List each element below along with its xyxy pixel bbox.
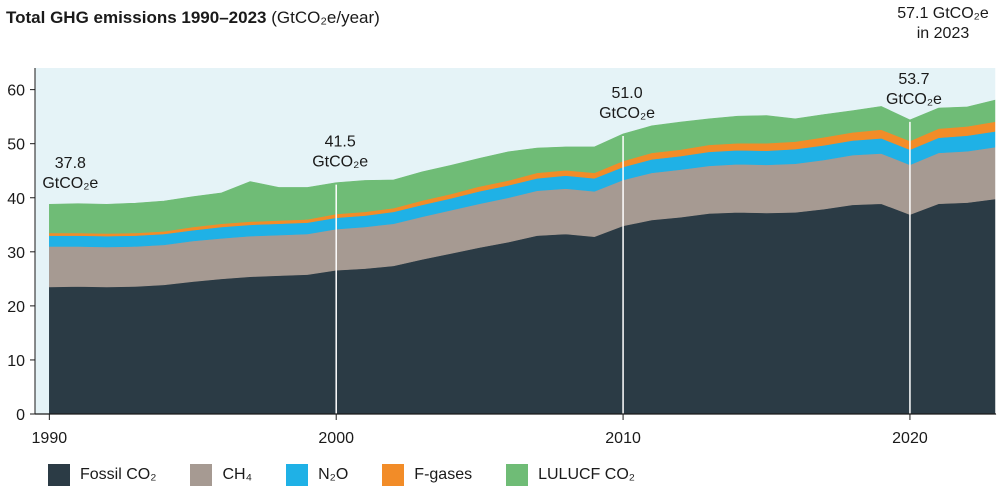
- annotation-unit: GtCO₂e: [886, 91, 942, 108]
- legend-swatch: [190, 464, 213, 486]
- annotation-value: 53.7: [898, 71, 929, 88]
- annotation-value: 37.8: [55, 155, 86, 172]
- annotation-value: 57.1 GtCO₂e: [897, 5, 989, 22]
- y-tick-label: 60: [7, 83, 25, 100]
- legend-item-ch4: CH₄: [190, 464, 252, 486]
- annotation-unit: in 2023: [917, 25, 970, 42]
- legend-label: LULUCF CO₂: [538, 466, 635, 483]
- y-tick-label: 10: [7, 353, 25, 370]
- x-tick-label: 1990: [32, 430, 68, 447]
- x-tick-label: 2010: [605, 430, 641, 447]
- legend-swatch: [48, 464, 70, 486]
- x-tick-label: 2020: [892, 430, 928, 447]
- legend-label: Fossil CO₂: [80, 466, 157, 483]
- annotation-unit: GtCO₂e: [312, 154, 368, 171]
- legend-swatch: [382, 464, 405, 486]
- x-tick-label: 2000: [318, 430, 354, 447]
- annotation-unit: GtCO₂e: [599, 105, 655, 122]
- chart-title-unit: (GtCO₂e/year): [271, 8, 380, 27]
- y-tick-label: 30: [7, 245, 25, 262]
- legend-label: F-gases: [414, 466, 473, 483]
- area-series-group: [49, 99, 997, 415]
- y-tick-labels: 0 10 20 30 40 50 60: [7, 83, 35, 424]
- axes-group: [34, 68, 996, 415]
- legend-swatch: [286, 464, 309, 486]
- chart-title: Total GHG emissions 1990–2023 (GtCO₂e/ye…: [6, 8, 380, 28]
- legend-item-f-gases: F-gases: [382, 464, 472, 486]
- legend-swatch: [506, 464, 529, 486]
- annotations-group: 37.8 GtCO₂e 41.5 GtCO₂e 51.0 GtCO₂e 53.7 GtCO₂e…: [42, 5, 989, 192]
- y-tick-label: 0: [16, 407, 25, 424]
- y-tick-label: 50: [7, 137, 25, 154]
- legend-item-n2o: N₂O: [286, 464, 348, 486]
- legend-label: CH₄: [222, 466, 253, 483]
- legend-item-lulucf-co2: LULUCF CO₂: [506, 464, 635, 486]
- annotation-unit: GtCO₂e: [42, 175, 98, 192]
- y-tick-label: 40: [7, 191, 25, 208]
- annotation-value: 51.0: [612, 85, 643, 102]
- annotation-value: 41.5: [325, 134, 356, 151]
- legend-label: N₂O: [318, 466, 349, 483]
- x-tick-labels: 1990 2000 2010 2020: [32, 414, 928, 447]
- y-tick-label: 20: [7, 299, 25, 316]
- stacked-area-chart: 0 10 20 30 40 50 60 1990 2000 2010 2020 37.8 GtCO₂…: [7, 2, 997, 447]
- legend: Fossil CO₂ CH₄ N₂O F-gases LULUCF CO₂: [48, 464, 669, 486]
- chart-title-main: Total GHG emissions 1990–2023: [6, 8, 267, 27]
- annotation-lines: [335, 2, 997, 414]
- legend-item-fossil-co2: Fossil CO₂: [48, 464, 156, 486]
